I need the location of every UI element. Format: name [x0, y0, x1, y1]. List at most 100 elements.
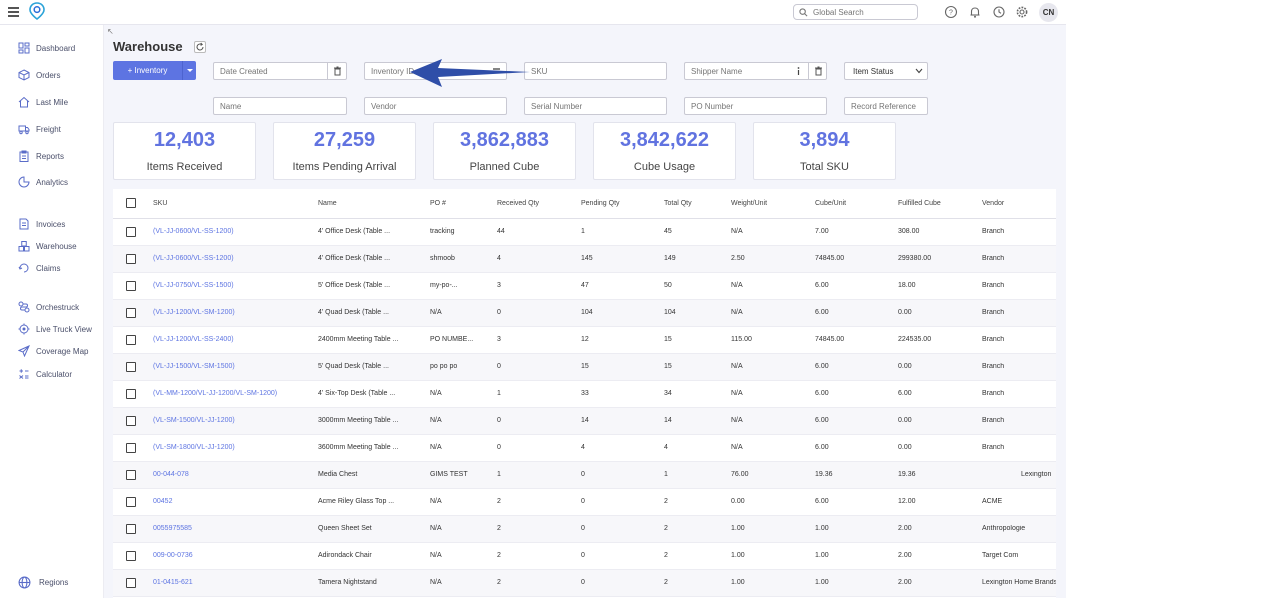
- header-col-cube-unit[interactable]: Cube/Unit: [815, 200, 847, 207]
- header-col-fulfilled-cube[interactable]: Fulfilled Cube: [898, 200, 941, 207]
- vendor-input[interactable]: [371, 101, 498, 112]
- sku-filter[interactable]: [524, 62, 667, 80]
- row-checkbox[interactable]: [126, 308, 136, 318]
- table-row[interactable]: 009-00-0736 Adirondack Chair N/A 2 0 2 1.00 1.0…: [113, 543, 1056, 570]
- sku-input[interactable]: [531, 66, 658, 77]
- sidebar-item-orders[interactable]: Orders: [18, 68, 60, 82]
- table-row[interactable]: (VL-MM-1200/VL-JJ-1200/VL-SM-1200) 4' Six…: [113, 381, 1056, 408]
- add-inventory-dropdown-toggle[interactable]: [182, 61, 196, 80]
- row-checkbox[interactable]: [126, 362, 136, 372]
- row-checkbox[interactable]: [126, 335, 136, 345]
- user-avatar[interactable]: CN: [1039, 3, 1058, 22]
- sku-link[interactable]: 00452: [153, 498, 173, 505]
- date-created-filter[interactable]: [213, 62, 347, 80]
- row-checkbox[interactable]: [126, 416, 136, 426]
- table-row[interactable]: (VL-JJ-0750/VL-SS-1500) 5' Office Desk (T…: [113, 273, 1056, 300]
- row-checkbox[interactable]: [126, 551, 136, 561]
- sku-link[interactable]: (VL-SM-1800/VL-JJ-1200): [153, 444, 235, 451]
- header-col-weight-unit[interactable]: Weight/Unit: [731, 200, 768, 207]
- sidebar-item-invoices[interactable]: Invoices: [18, 217, 65, 231]
- gear-icon[interactable]: [1015, 5, 1029, 19]
- sidebar-item-analytics[interactable]: Analytics: [18, 175, 68, 189]
- header-col-vendor[interactable]: Vendor: [982, 200, 1005, 207]
- header-col-sku[interactable]: SKU: [153, 200, 168, 207]
- sidebar-item-freight[interactable]: Freight: [18, 122, 61, 136]
- shipper-name-filter[interactable]: [684, 62, 827, 80]
- sku-link[interactable]: (VL-JJ-1500/VL-SM-1500): [153, 363, 235, 370]
- row-checkbox[interactable]: [126, 281, 136, 291]
- row-checkbox[interactable]: [126, 524, 136, 534]
- record-reference-input[interactable]: [851, 101, 925, 112]
- sku-link[interactable]: (VL-MM-1200/VL-JJ-1200/VL-SM-1200): [153, 390, 278, 397]
- row-checkbox[interactable]: [126, 578, 136, 588]
- table-row[interactable]: 01-0415-621 Tamera Nightstand N/A 2 0 2 1.00 1.…: [113, 570, 1056, 597]
- history-icon[interactable]: [992, 5, 1006, 19]
- sidebar-item-claims[interactable]: Claims: [18, 261, 60, 275]
- sidebar-item-orchestruck[interactable]: Orchestruck: [18, 300, 79, 314]
- date-created-input[interactable]: [220, 66, 325, 77]
- row-checkbox[interactable]: [126, 470, 136, 480]
- sku-link[interactable]: 0055975585: [153, 525, 192, 532]
- shipper-info-button[interactable]: [789, 63, 808, 79]
- sidebar-item-dashboard[interactable]: Dashboard: [18, 41, 75, 55]
- record-reference-filter[interactable]: [844, 97, 928, 115]
- collapse-sidebar-icon[interactable]: ↖: [107, 27, 114, 36]
- global-search[interactable]: [793, 4, 918, 20]
- brand-logo-icon[interactable]: [29, 2, 45, 20]
- header-col-po[interactable]: PO #: [430, 200, 446, 207]
- global-search-input[interactable]: [813, 6, 913, 18]
- bell-icon[interactable]: [968, 5, 982, 19]
- add-inventory-label[interactable]: + Inventory: [127, 66, 168, 75]
- sidebar-item-coverage-map[interactable]: Coverage Map: [18, 344, 88, 358]
- clear-shipper-button[interactable]: [808, 63, 827, 79]
- row-checkbox[interactable]: [126, 497, 136, 507]
- help-icon[interactable]: ?: [944, 5, 958, 19]
- row-checkbox[interactable]: [126, 389, 136, 399]
- sku-link[interactable]: (VL-JJ-0600/VL-SS-1200): [153, 255, 234, 262]
- table-row[interactable]: (VL-JJ-0600/VL-SS-1200) 4' Office Desk (T…: [113, 246, 1056, 273]
- sku-link[interactable]: 00-044-078: [153, 471, 189, 478]
- table-row[interactable]: (VL-JJ-0600/VL-SS-1200) 4' Office Desk (T…: [113, 219, 1056, 246]
- name-filter[interactable]: [213, 97, 347, 115]
- vendor-filter[interactable]: [364, 97, 507, 115]
- sku-link[interactable]: (VL-JJ-1200/VL-SS-2400): [153, 336, 234, 343]
- refresh-button[interactable]: [194, 41, 206, 53]
- table-row[interactable]: (VL-JJ-1200/VL-SM-1200) 4' Quad Desk (Tab…: [113, 300, 1056, 327]
- sidebar-item-calculator[interactable]: Calculator: [18, 367, 72, 381]
- sidebar-item-last-mile[interactable]: Last Mile: [18, 95, 68, 109]
- sidebar-item-regions[interactable]: Regions: [18, 575, 68, 589]
- sku-link[interactable]: 009-00-0736: [153, 552, 193, 559]
- inventory-id-menu-button[interactable]: [487, 63, 506, 79]
- header-col-name[interactable]: Name: [318, 200, 337, 207]
- sku-link[interactable]: (VL-SM-1500/VL-JJ-1200): [153, 417, 235, 424]
- table-row[interactable]: 0055975585 Queen Sheet Set N/A 2 0 2 1.00 1.00 2…: [113, 516, 1056, 543]
- header-col-received-qty[interactable]: Received Qty: [497, 200, 540, 207]
- table-row[interactable]: (VL-SM-1500/VL-JJ-1200) 3000mm Meeting Ta…: [113, 408, 1056, 435]
- row-checkbox[interactable]: [126, 254, 136, 264]
- header-col-total-qty[interactable]: Total Qty: [664, 200, 692, 207]
- inventory-id-filter[interactable]: [364, 62, 507, 80]
- sku-link[interactable]: 01-0415-621: [153, 579, 193, 586]
- table-row[interactable]: 00452 Acme Riley Glass Top ... N/A 2 0 2 0.00 6…: [113, 489, 1056, 516]
- select-all-checkbox[interactable]: [126, 198, 136, 208]
- table-row[interactable]: (VL-SM-1800/VL-JJ-1200) 3600mm Meeting Ta…: [113, 435, 1056, 462]
- clear-date-button[interactable]: [327, 63, 346, 79]
- sku-link[interactable]: (VL-JJ-0750/VL-SS-1500): [153, 282, 234, 289]
- po-number-input[interactable]: [691, 101, 818, 112]
- sidebar-item-reports[interactable]: Reports: [18, 149, 64, 163]
- shipper-name-input[interactable]: [691, 66, 786, 77]
- add-inventory-button[interactable]: + Inventory: [113, 61, 196, 80]
- name-input[interactable]: [220, 101, 339, 112]
- hamburger-menu-icon[interactable]: [8, 7, 19, 17]
- item-status-select[interactable]: Item Status: [844, 62, 928, 80]
- sidebar-item-warehouse[interactable]: Warehouse: [18, 239, 77, 253]
- sku-link[interactable]: (VL-JJ-1200/VL-SM-1200): [153, 309, 235, 316]
- serial-number-input[interactable]: [531, 101, 658, 112]
- serial-number-filter[interactable]: [524, 97, 667, 115]
- sku-link[interactable]: (VL-JJ-0600/VL-SS-1200): [153, 228, 234, 235]
- row-checkbox[interactable]: [126, 227, 136, 237]
- table-row[interactable]: (VL-JJ-1200/VL-SS-2400) 2400mm Meeting Ta…: [113, 327, 1056, 354]
- row-checkbox[interactable]: [126, 443, 136, 453]
- header-col-pending-qty[interactable]: Pending Qty: [581, 200, 620, 207]
- table-row[interactable]: 00-044-078 Media Chest GIMS TEST 1 0 1 76.00 19…: [113, 462, 1056, 489]
